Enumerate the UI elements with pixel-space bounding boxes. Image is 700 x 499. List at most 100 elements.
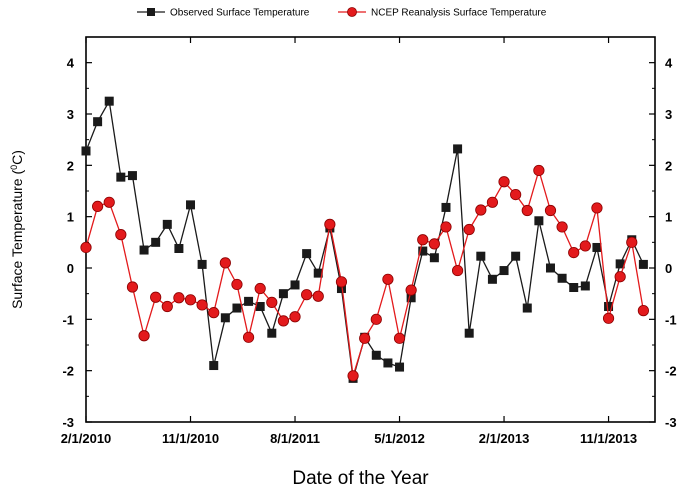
y-tick-label-left: -2 [62, 364, 74, 379]
data-point-circle [126, 281, 139, 293]
data-point-circle [312, 290, 324, 302]
data-point-square [209, 361, 219, 371]
legend-marker-circle [347, 7, 357, 17]
data-point-circle [614, 271, 626, 283]
data-point-square [604, 302, 614, 311]
data-point-square [244, 296, 254, 306]
legend: Observed Surface Temperature NCEP Reanaly… [137, 7, 547, 19]
data-point-square [499, 266, 509, 276]
data-point-square [197, 259, 207, 269]
data-point-square [487, 274, 497, 284]
data-point-square [151, 237, 161, 247]
y-axis-title-superscript: 0 [9, 165, 19, 170]
data-point-square [557, 273, 567, 283]
y-axis-title: Surface Temperature (0C) [9, 150, 25, 309]
y-axis-title-end: C) [9, 150, 25, 165]
data-point-circle [184, 294, 197, 306]
data-point-circle [254, 282, 266, 295]
y-tick-label-right: 4 [665, 56, 673, 71]
data-point-square [406, 293, 416, 303]
data-point-circle [208, 307, 220, 319]
data-point-square [267, 328, 277, 338]
y-tick-label-left: -3 [62, 415, 74, 430]
data-point-circle [486, 196, 499, 208]
legend-marker-square [147, 8, 155, 16]
data-point-circle [451, 264, 464, 277]
data-point-circle [521, 204, 533, 217]
data-point-circle [440, 221, 452, 233]
data-point-circle [301, 289, 313, 301]
plot-border [85, 36, 656, 423]
data-point-circle [591, 202, 603, 214]
data-point-square [116, 172, 126, 182]
data-point-square [580, 281, 590, 291]
data-point-circle [347, 370, 359, 382]
data-point-circle [266, 296, 278, 308]
x-tick-label: 2/1/2013 [479, 431, 530, 446]
data-point-circle [498, 176, 510, 188]
data-point-square [336, 284, 346, 294]
data-point-circle [568, 247, 580, 259]
data-point-circle [242, 331, 255, 343]
y-tick-label-right: 1 [665, 210, 672, 225]
data-point-square [522, 303, 532, 313]
data-point-square [139, 245, 149, 255]
y-axis-title-main: Surface Temperature ( [9, 170, 25, 309]
data-point-square [545, 263, 555, 273]
data-point-circle [103, 196, 115, 208]
data-point-square [453, 144, 463, 154]
y-tick-label-right: -1 [665, 312, 677, 327]
x-tick-label: 5/1/2012 [374, 431, 425, 446]
data-point-square [290, 280, 300, 290]
data-point-square [302, 249, 312, 259]
data-point-square [104, 96, 114, 106]
data-point-square [383, 358, 393, 368]
data-point-circle [231, 278, 243, 291]
data-point-square [232, 303, 242, 313]
data-point-circle [92, 200, 104, 212]
data-point-circle [150, 291, 162, 303]
data-point-circle [602, 312, 615, 324]
series-ncep [80, 164, 649, 382]
y-tick-label-left: 0 [67, 261, 74, 276]
data-point-square [476, 251, 486, 261]
y-tick-label-left: 4 [67, 56, 75, 71]
data-point-square [429, 253, 439, 263]
data-point-square [511, 251, 521, 261]
data-point-circle [196, 299, 208, 311]
data-point-circle [115, 229, 127, 241]
data-point-circle [405, 284, 417, 296]
data-point-square [278, 289, 288, 299]
x-tick-label: 8/1/2011 [270, 431, 320, 446]
data-point-circle [277, 315, 290, 327]
series-layer [80, 96, 649, 383]
data-point-square [638, 259, 648, 269]
data-point-circle [544, 204, 557, 217]
data-point-circle [475, 204, 487, 216]
data-point-square [186, 200, 196, 210]
y-tick-label-left: 3 [67, 107, 74, 122]
x-axis-title: Date of the Year [292, 468, 429, 489]
y-tick-label-right: 0 [665, 261, 672, 276]
data-point-circle [219, 257, 231, 269]
y-tick-label-left: -1 [62, 312, 74, 327]
y-tick-label-right: -2 [665, 364, 677, 379]
data-point-circle [428, 238, 440, 250]
data-point-circle [626, 236, 638, 248]
data-point-circle [359, 332, 371, 344]
data-point-circle [463, 223, 475, 236]
data-point-square [441, 202, 451, 212]
x-axis: 2/1/2010 11/1/2010 8/1/2011 5/1/2012 2/1/201… [61, 37, 637, 446]
data-point-circle [417, 234, 429, 246]
legend-label: Observed Surface Temperature [170, 8, 310, 19]
data-point-circle [510, 188, 522, 201]
data-point-square [220, 313, 230, 323]
y-tick-label-left: 2 [67, 158, 74, 173]
data-point-circle [637, 305, 649, 317]
data-point-circle [138, 330, 150, 342]
plot-frame [85, 36, 656, 423]
x-tick-label: 11/1/2013 [580, 431, 637, 446]
series-line [85, 168, 645, 376]
data-point-square [313, 268, 323, 278]
